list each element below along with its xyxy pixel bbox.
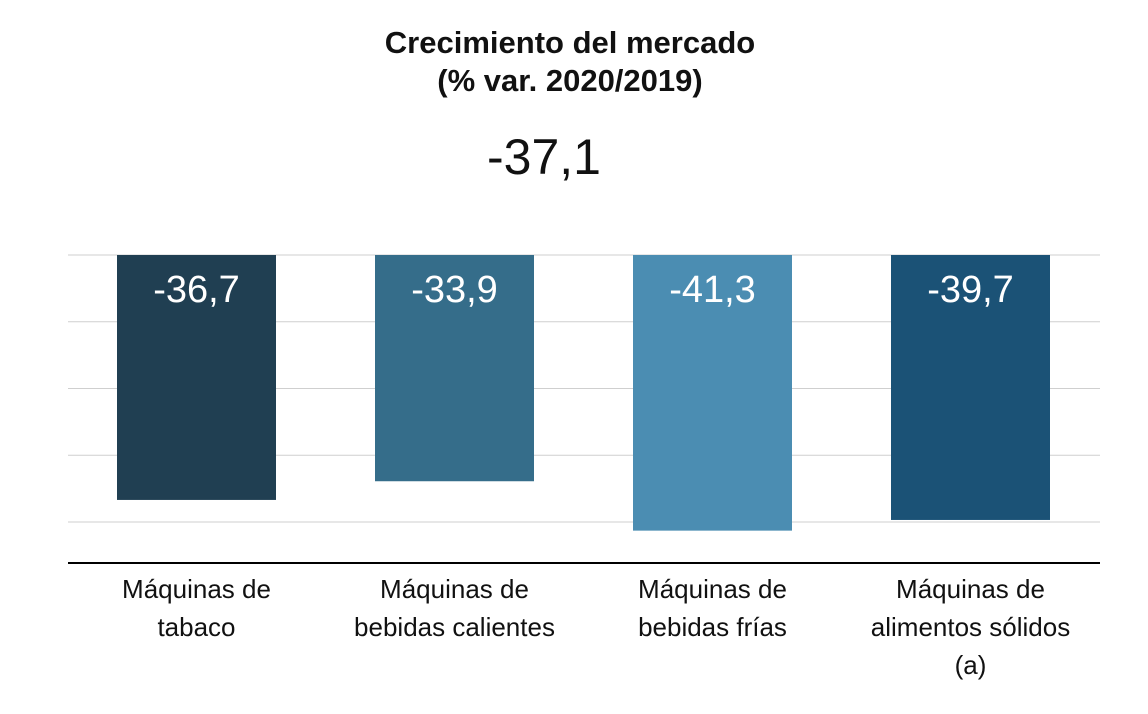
category-label: Máquinas de bebidas frías	[638, 574, 787, 642]
bar	[633, 255, 792, 531]
bar	[375, 255, 534, 482]
data-label: -39,7	[927, 269, 1014, 311]
bar	[891, 255, 1050, 520]
chart-title: Crecimiento del mercado	[384, 25, 756, 60]
category-label: Máquinas de bebidas calientes	[354, 574, 555, 642]
chart-subtitle: (% var. 2020/2019)	[437, 63, 703, 98]
data-label: -41,3	[669, 269, 756, 311]
total-value: -37,1	[487, 129, 601, 185]
data-label: -33,9	[411, 269, 498, 311]
category-label: Máquinas de tabaco	[122, 574, 271, 642]
data-label: -36,7	[153, 269, 240, 311]
category-label: Máquinas de alimentos sólidos (a)	[870, 574, 1071, 680]
bar	[117, 255, 276, 500]
